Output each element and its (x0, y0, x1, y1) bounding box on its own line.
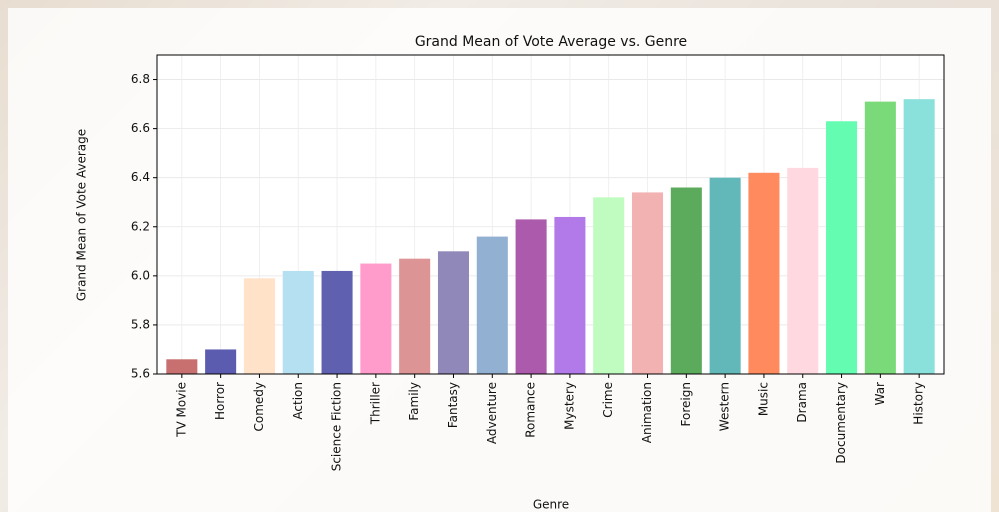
x-tick-label: Foreign (679, 382, 693, 426)
x-tick-label: Drama (795, 382, 809, 423)
axes-frame (156, 54, 945, 375)
x-tick-label: Family (407, 382, 421, 421)
chart-title: Grand Mean of Vote Average vs. Genre (415, 34, 687, 50)
x-tick-label: Animation (640, 382, 654, 443)
bar (593, 197, 625, 374)
bar (437, 251, 470, 374)
bar (399, 258, 431, 374)
bar (360, 263, 392, 374)
bar (476, 236, 508, 374)
y-tick-label: 5.8 (131, 317, 150, 331)
plot-area (157, 55, 944, 374)
x-tick-label: Crime (601, 382, 615, 418)
bar (748, 172, 780, 374)
x-tick-label: Documentary (834, 382, 848, 464)
y-tick-label: 6.0 (131, 268, 150, 282)
y-tick-label: 6.6 (131, 121, 150, 135)
bar (670, 187, 702, 374)
bar (282, 270, 314, 374)
bar (243, 278, 275, 374)
y-tick-label: 6.4 (131, 170, 150, 184)
y-tick-label: 5.6 (131, 367, 150, 381)
y-tick-label: 6.2 (131, 219, 150, 233)
x-tick-label: Fantasy (446, 382, 460, 428)
y-axis-label: Grand Mean of Vote Average (75, 129, 89, 301)
x-tick-label: Thriller (368, 382, 382, 425)
x-tick-label: Comedy (252, 382, 266, 432)
bar (554, 216, 586, 374)
bar (166, 359, 198, 374)
x-tick-label: Adventure (485, 382, 499, 444)
x-tick-label: Mystery (562, 382, 576, 430)
x-tick-label: Western (718, 382, 732, 431)
bar (631, 192, 664, 374)
x-tick-label: War (873, 382, 887, 405)
y-tick-label: 6.8 (131, 72, 150, 86)
x-tick-label: Romance (524, 382, 538, 438)
bar (321, 270, 353, 374)
x-tick-label: Horror (213, 382, 227, 420)
x-tick-label: History (912, 382, 926, 425)
bar (864, 101, 896, 374)
bar (787, 167, 819, 374)
bar (515, 219, 547, 374)
bar (709, 177, 741, 374)
bar (205, 349, 237, 374)
x-axis-label: Genre (533, 498, 569, 512)
x-tick-label: Music (756, 382, 770, 416)
x-tick-label: Science Fiction (330, 382, 344, 471)
x-tick-label: Action (291, 382, 305, 420)
x-tick-label: TV Movie (174, 382, 188, 438)
bar (826, 121, 858, 374)
bar (903, 99, 935, 375)
